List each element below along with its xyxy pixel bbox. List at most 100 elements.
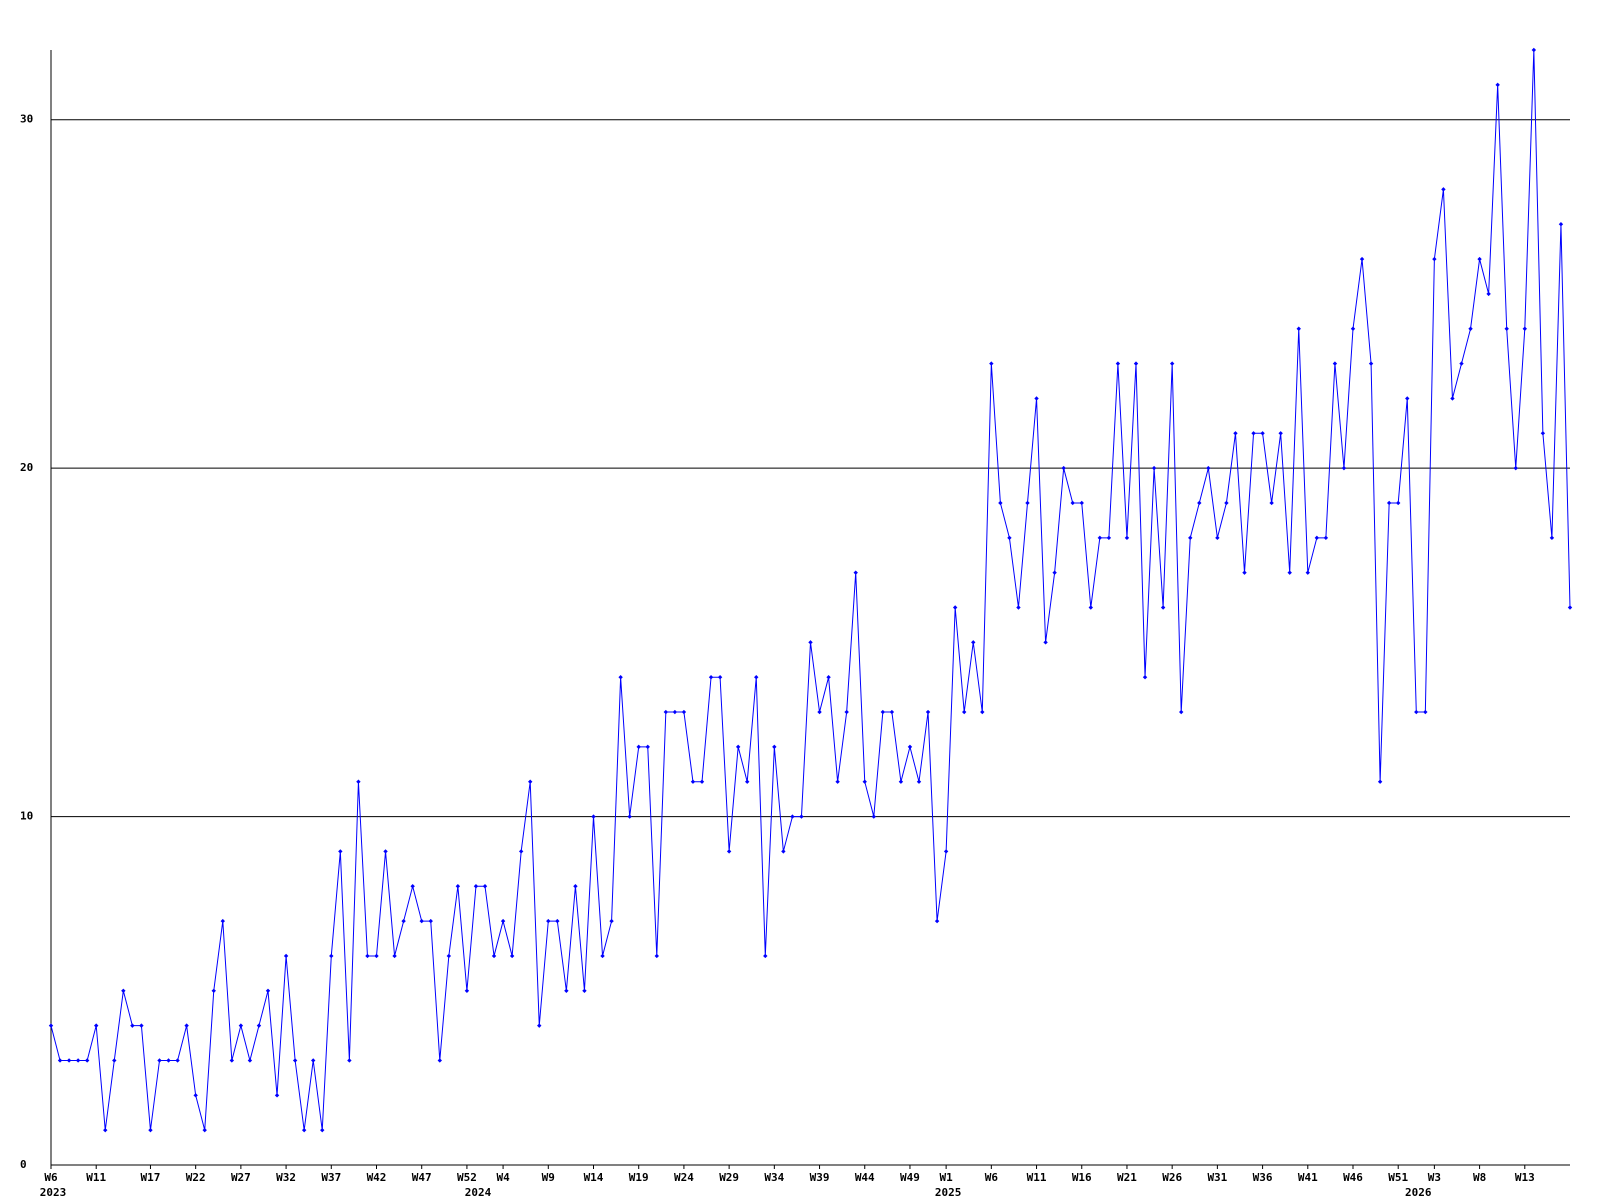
point	[853, 570, 858, 575]
point	[1486, 291, 1491, 297]
point	[57, 1058, 63, 1063]
point	[256, 1023, 262, 1028]
point	[1477, 256, 1482, 262]
point	[1115, 361, 1121, 366]
point	[1450, 396, 1455, 401]
point	[1179, 709, 1184, 715]
point	[916, 779, 922, 784]
point	[1016, 605, 1021, 610]
point	[898, 779, 904, 784]
point	[528, 779, 533, 784]
point	[717, 674, 723, 680]
point	[103, 1127, 108, 1133]
point	[781, 849, 786, 854]
x-tick-label: W14	[584, 1171, 604, 1184]
point	[1251, 431, 1256, 436]
point	[455, 884, 461, 889]
point	[365, 953, 370, 959]
point	[600, 953, 605, 959]
point	[1043, 640, 1048, 645]
point	[808, 640, 813, 645]
x-tick-label: W8	[1473, 1171, 1486, 1184]
point	[546, 918, 551, 924]
point	[1377, 779, 1383, 784]
point	[934, 918, 940, 924]
x-tick-label: W52	[457, 1171, 477, 1184]
point	[301, 1127, 307, 1133]
point	[1468, 326, 1473, 331]
point	[564, 988, 569, 993]
point	[292, 1058, 298, 1063]
point	[880, 709, 886, 715]
point	[1323, 535, 1329, 541]
x-tick-label: W17	[141, 1171, 161, 1184]
point	[1332, 361, 1338, 366]
point	[1224, 500, 1229, 506]
point	[1151, 465, 1157, 471]
x-tick-label: W26	[1162, 1171, 1182, 1184]
point	[1106, 535, 1112, 541]
x-tick-label: W27	[231, 1171, 251, 1184]
point	[320, 1127, 325, 1133]
point	[1359, 256, 1365, 262]
point	[537, 1023, 542, 1028]
point	[1206, 465, 1211, 471]
point	[1133, 361, 1139, 366]
x-tick-label: W4	[496, 1171, 510, 1184]
point	[121, 988, 126, 993]
x-tick-label: W41	[1298, 1171, 1318, 1184]
point	[247, 1058, 253, 1063]
x-tick-label: W11	[86, 1171, 106, 1184]
point	[971, 640, 976, 645]
point	[726, 849, 732, 854]
point	[473, 884, 479, 889]
point	[1025, 500, 1030, 506]
point	[1567, 605, 1573, 610]
x-tick-label: W11	[1027, 1171, 1047, 1184]
point	[1432, 256, 1437, 262]
point	[1169, 361, 1175, 366]
x-tick-label: W51	[1388, 1171, 1408, 1184]
point	[907, 744, 913, 750]
point	[84, 1058, 90, 1063]
point	[609, 918, 614, 924]
point	[772, 744, 777, 750]
point	[139, 1023, 144, 1028]
point	[645, 744, 650, 750]
point	[1495, 82, 1500, 88]
point	[130, 1023, 135, 1028]
point	[1405, 396, 1410, 401]
point	[980, 709, 985, 715]
point	[555, 918, 560, 924]
point	[1522, 326, 1527, 331]
point	[1305, 570, 1310, 575]
year-label: 2026	[1405, 1186, 1432, 1199]
point	[1396, 500, 1401, 506]
line	[50, 49, 1571, 1131]
x-tick-label: W46	[1343, 1171, 1363, 1184]
point	[1368, 361, 1374, 366]
point	[989, 361, 994, 366]
point	[826, 674, 831, 680]
x-tick-label: W1	[940, 1171, 954, 1184]
x-tick-label: W29	[719, 1171, 739, 1184]
point	[1414, 709, 1419, 715]
point	[1242, 570, 1247, 575]
point	[1188, 535, 1193, 541]
point	[229, 1058, 235, 1063]
y-tick-label: 10	[20, 810, 33, 823]
point	[1007, 535, 1012, 541]
point	[817, 709, 822, 715]
point	[690, 779, 696, 784]
point	[410, 884, 415, 889]
point	[735, 744, 741, 750]
point	[582, 988, 587, 993]
point	[482, 884, 488, 889]
point	[157, 1058, 162, 1063]
point	[754, 674, 759, 680]
x-tick-label: W21	[1117, 1171, 1137, 1184]
point	[166, 1058, 171, 1063]
point	[75, 1058, 81, 1063]
point	[708, 674, 714, 680]
